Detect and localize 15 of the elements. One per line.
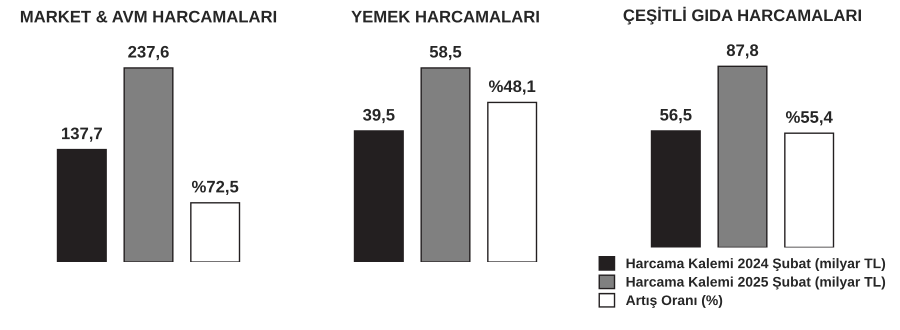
chart-title: YEMEK HARCAMALARI xyxy=(351,10,539,23)
data-label: %48,1 xyxy=(488,80,536,95)
legend-label: Artış Oranı (%) xyxy=(626,294,722,308)
data-label: 137,7 xyxy=(62,127,102,142)
chart-title: ÇEŞİTLİ GIDA HARCAMALARI xyxy=(624,6,861,24)
data-label: %55,4 xyxy=(786,111,833,126)
data-label: 39,5 xyxy=(363,108,395,124)
legend-label: Harcama Kalemi 2025 Şubat (milyar TL) xyxy=(626,276,886,290)
chart-title: MARKET & AVM HARCAMALARI xyxy=(20,10,276,23)
data-label: 56,5 xyxy=(660,108,692,124)
data-label: 237,6 xyxy=(128,46,169,60)
data-label: 58,5 xyxy=(430,46,462,60)
data-label: 87,8 xyxy=(726,44,758,58)
legend-label: Harcama Kalemi 2024 Şubat (milyar TL) xyxy=(626,258,886,272)
data-label: %72,5 xyxy=(192,180,238,195)
